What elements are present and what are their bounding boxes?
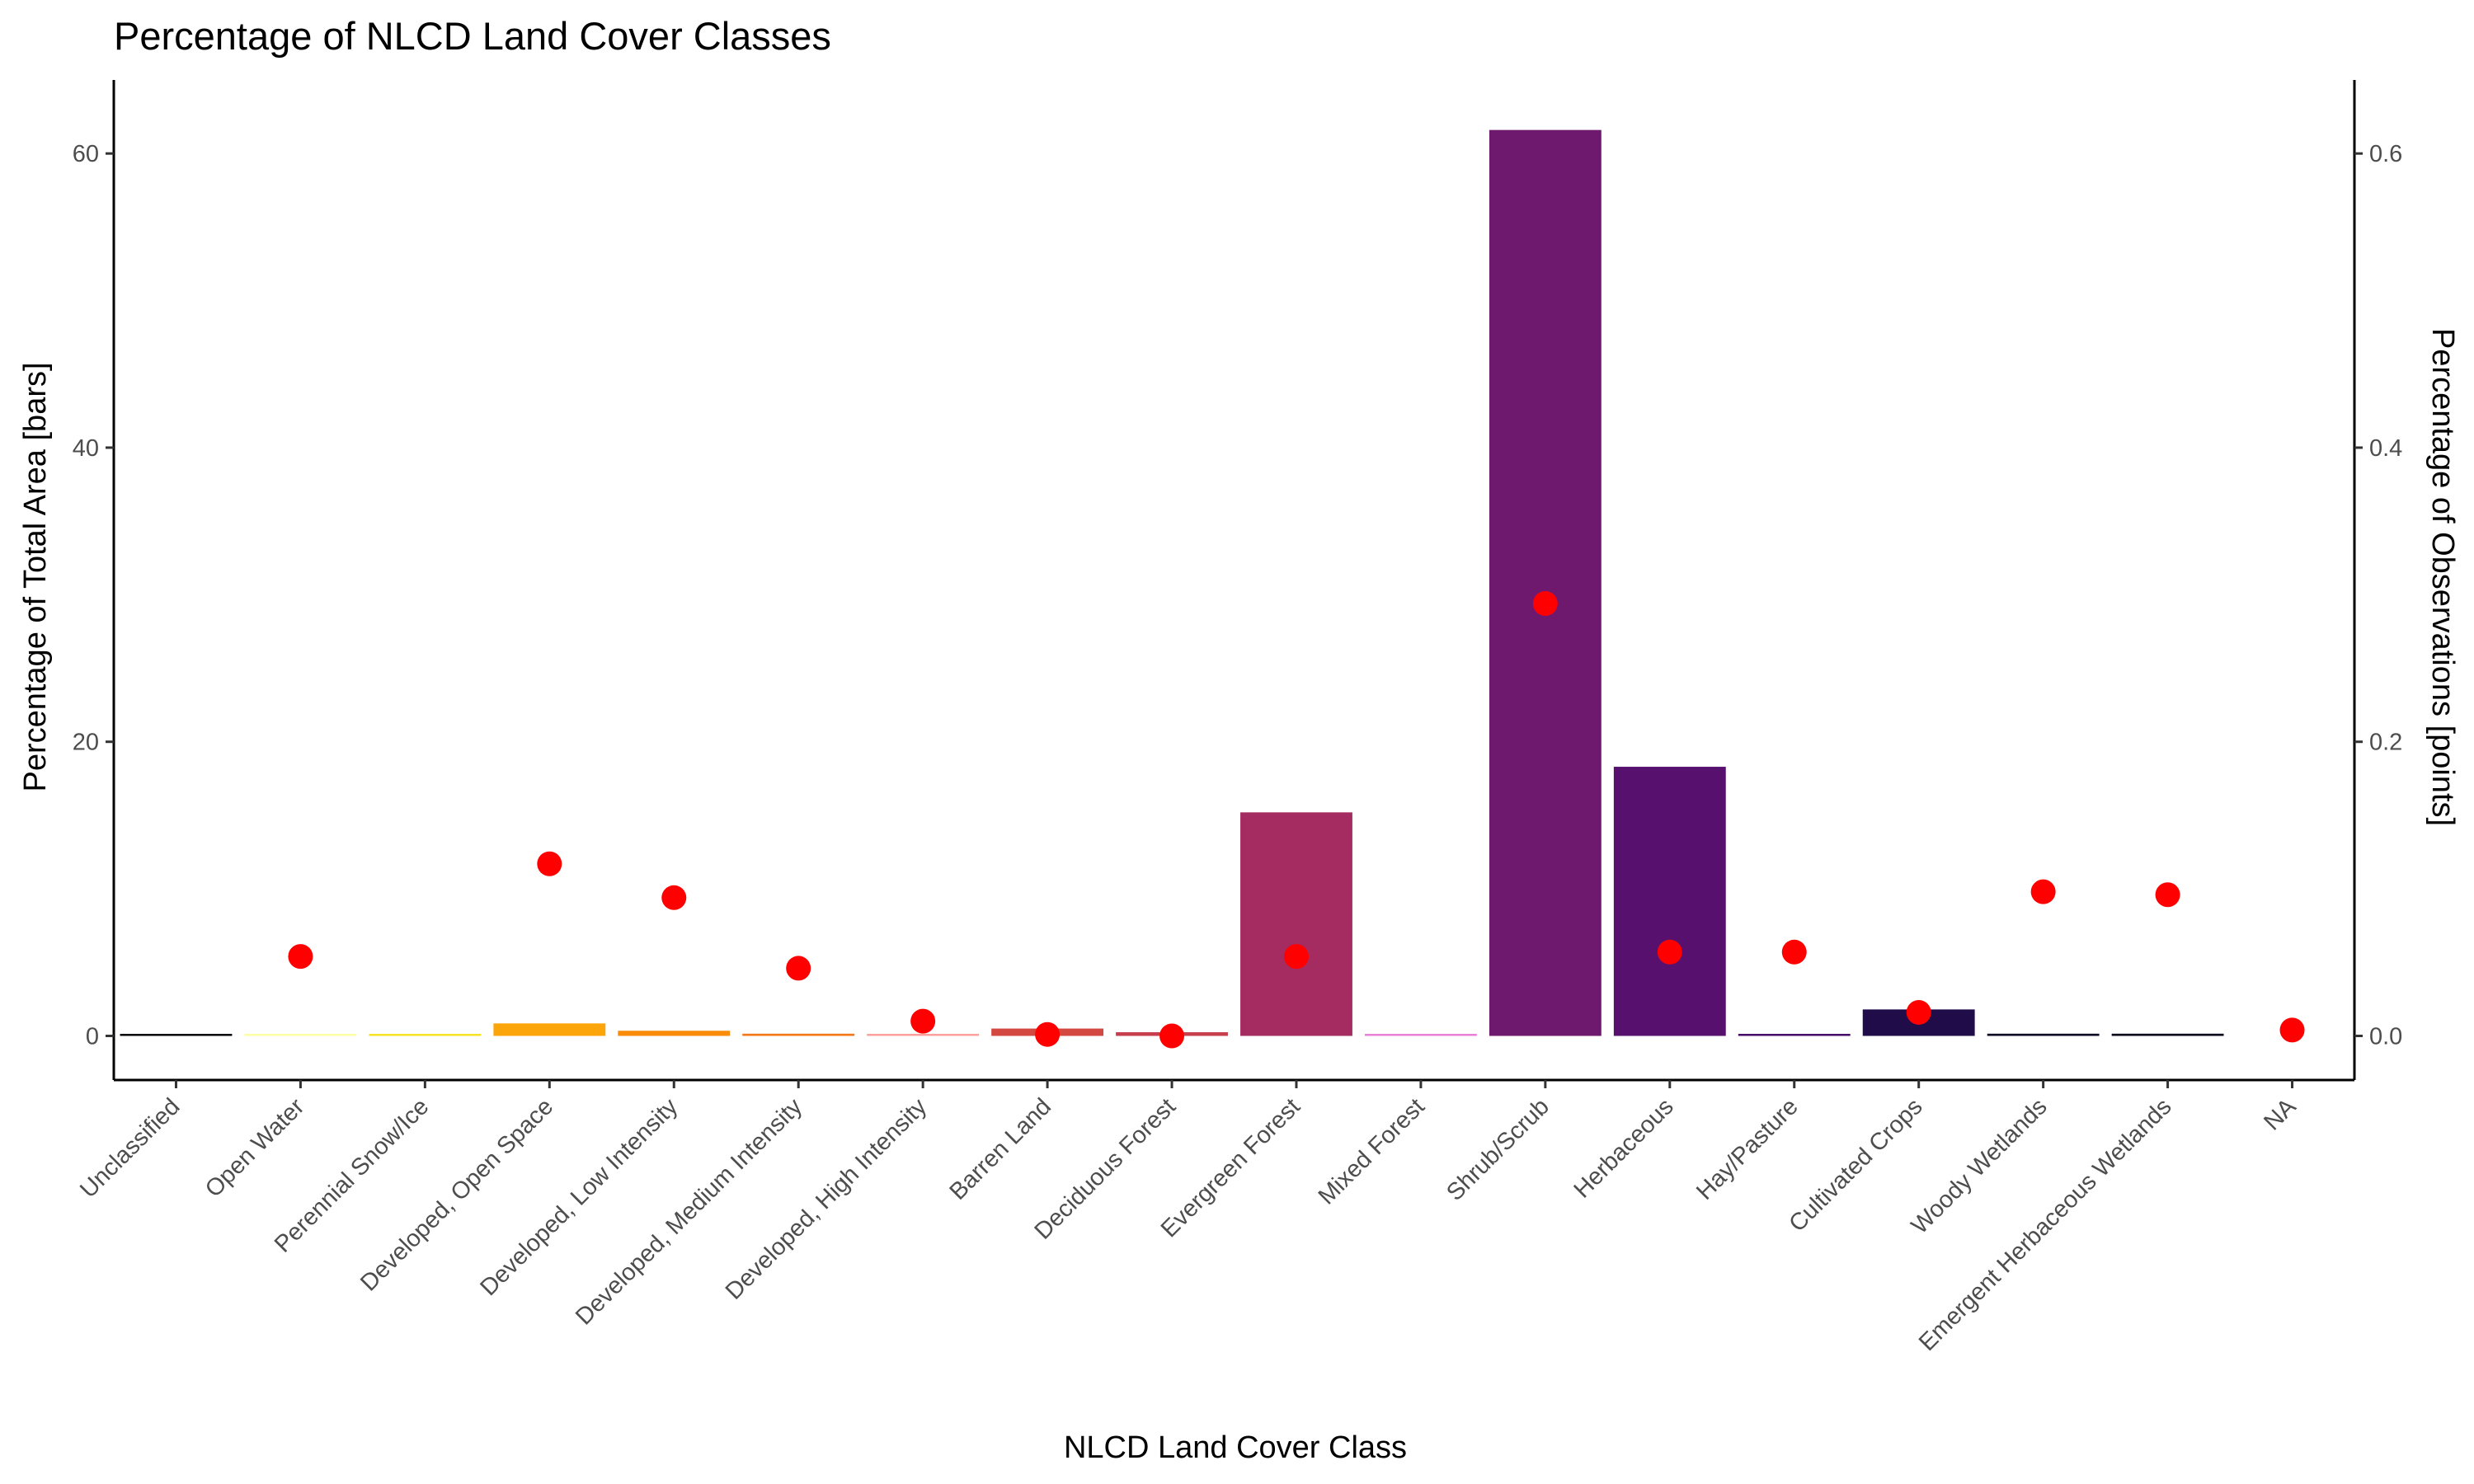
right-y-ticks: 0.0 0.2 0.4 0.6	[2354, 141, 2402, 1050]
point-12	[1657, 939, 1682, 965]
left-tick-label-2: 40	[73, 435, 99, 462]
point-9	[1283, 944, 1309, 970]
x-tick-label-10: Mixed Forest	[1314, 1093, 1430, 1209]
x-axis-title: NLCD Land Cover Class	[1064, 1430, 1407, 1465]
left-tick-label-3: 60	[73, 141, 99, 167]
bar-6	[867, 1033, 980, 1036]
bar-10	[1364, 1033, 1477, 1036]
point-17	[2279, 1017, 2305, 1043]
bar-9	[1240, 812, 1352, 1036]
x-tick-label-0: Unclassified	[75, 1093, 185, 1203]
bar-12	[1613, 767, 1726, 1036]
point-7	[1035, 1021, 1061, 1047]
bar-5	[742, 1033, 855, 1036]
x-tick-label-1: Open Water	[200, 1093, 310, 1203]
bar-1	[244, 1033, 357, 1036]
bar-0	[120, 1033, 233, 1036]
bar-2	[369, 1033, 482, 1036]
x-tick-label-17: NA	[2259, 1093, 2302, 1136]
point-8	[1159, 1023, 1185, 1049]
left-tick-label-1: 20	[73, 730, 99, 756]
right-tick-label-0: 0.0	[2369, 1023, 2402, 1050]
point-13	[1781, 939, 1807, 965]
x-tick-label-5: Developed, Medium Intensity	[571, 1093, 807, 1330]
bar-4	[618, 1031, 731, 1036]
left-y-ticks: 0 20 40 60	[73, 141, 114, 1050]
left-y-axis-title: Percentage of Total Area [bars]	[18, 362, 53, 791]
point-14	[1906, 999, 1931, 1025]
point-5	[786, 956, 811, 981]
right-tick-label-2: 0.4	[2369, 435, 2402, 462]
right-tick-label-3: 0.6	[2369, 141, 2402, 167]
bar-16	[2111, 1033, 2224, 1036]
point-1	[288, 944, 313, 970]
point-3	[537, 851, 562, 876]
point-6	[910, 1008, 936, 1034]
x-tick-label-6: Developed, High Intensity	[721, 1093, 933, 1305]
chart-title: Percentage of NLCD Land Cover Classes	[114, 14, 831, 58]
bar-13	[1738, 1033, 1851, 1036]
point-16	[2155, 882, 2180, 908]
x-tick-label-9: Evergreen Forest	[1156, 1093, 1305, 1242]
left-tick-label-0: 0	[86, 1023, 99, 1050]
points-layer	[288, 591, 2305, 1049]
axes-layer	[112, 80, 2356, 1082]
x-tick-label-4: Developed, Low Intensity	[475, 1093, 683, 1301]
right-y-axis-title: Percentage of Observations [points]	[2425, 328, 2460, 826]
x-tick-label-16: Emergent Herbaceous Wetlands	[1914, 1093, 2177, 1356]
x-tick-label-11: Shrub/Scrub	[1442, 1093, 1554, 1206]
point-11	[1532, 591, 1558, 617]
bar-11	[1489, 129, 1602, 1036]
right-tick-label-1: 0.2	[2369, 730, 2402, 756]
point-4	[661, 885, 687, 910]
x-tick-label-14: Cultivated Crops	[1784, 1093, 1927, 1237]
x-tick-label-15: Woody Wetlands	[1907, 1093, 2053, 1239]
x-tick-label-13: Hay/Pasture	[1691, 1093, 1803, 1205]
bar-15	[1987, 1033, 2100, 1036]
point-15	[2030, 879, 2056, 904]
bars-layer	[120, 129, 2224, 1036]
bar-3	[493, 1023, 606, 1036]
x-tick-label-12: Herbaceous	[1569, 1093, 1679, 1203]
x-tick-label-7: Barren Land	[945, 1093, 1056, 1205]
